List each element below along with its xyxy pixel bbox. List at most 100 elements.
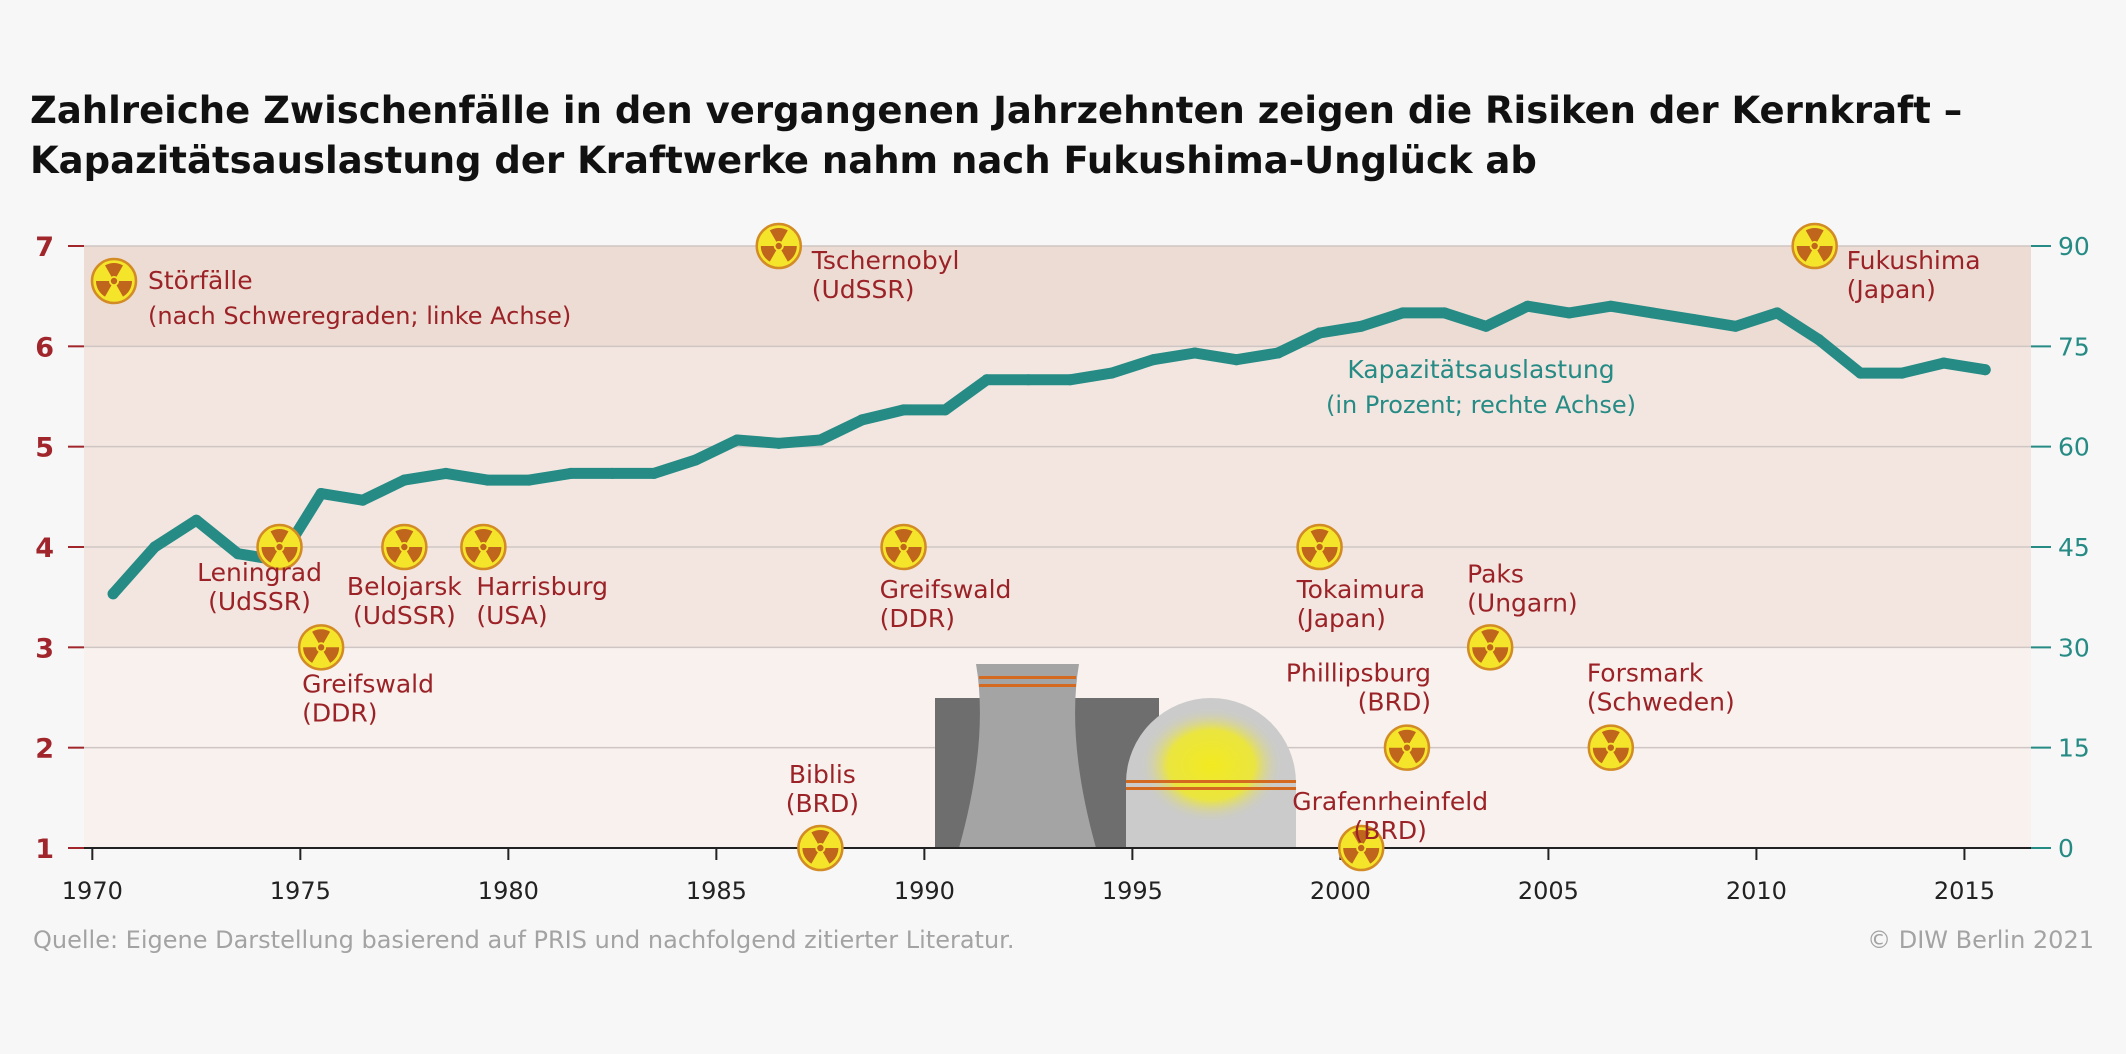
radiation-icon [297,624,345,671]
incident-label: Harrisburg [476,572,608,601]
capacity-point [1522,300,1534,312]
radiation-icon [1466,624,1514,671]
radiation-icon-center [317,644,325,651]
capacity-point [1064,374,1076,386]
capacity-point [1272,347,1284,359]
severity-band [84,246,2031,347]
radiation-icon-blade [1352,829,1371,844]
capacity-point [1230,354,1242,366]
capacity-series [107,300,1991,600]
radiation-icon [1383,724,1431,771]
radiation-icon [755,222,803,270]
x-axis-tick-label: 2010 [1726,877,1787,905]
incidents-legend-title: Störfälle [148,266,253,295]
radiation-icon-blade [1363,848,1380,864]
capacity-point [1979,364,1991,376]
radiation-icon-blade [1389,747,1405,764]
capacity-legend-subtitle: (in Prozent; rechte Achse) [1326,391,1636,419]
incident-label: (BRD) [1358,688,1431,717]
incident-label: (Ungarn) [1467,588,1578,617]
capacity-point [1771,307,1783,319]
radiation-icon-blade [116,281,132,297]
incident-label: Tokaimura [1296,575,1425,604]
radiation-icon-blade [1601,729,1620,744]
capacity-point [107,588,119,600]
radiation-icon-center [480,543,487,551]
cooling-tower-stripe [979,684,1076,687]
incident-label: Grafenrheinfeld [1292,787,1488,816]
radiation-icon-blade [811,829,830,844]
capacity-point [898,404,910,416]
capacity-point [648,467,660,479]
left-axis-tick-label: 3 [35,633,54,664]
incident-label: (Japan) [1297,604,1386,633]
capacity-point [814,434,826,446]
radiation-icon-center [1607,744,1615,751]
capacity-legend-title: Kapazitätsauslastung [1347,355,1614,384]
radiation-icon-center [817,844,824,852]
capacity-point [1355,320,1367,332]
capacity-point [773,437,785,449]
right-axis-tick-label: 60 [2058,433,2090,462]
incident-label: (Japan) [1847,275,1936,304]
capacity-point [606,467,618,479]
x-axis-tick-label: 2005 [1518,877,1579,905]
right-axis-tick-label: 90 [2058,232,2090,261]
radiation-icon [90,257,138,305]
radiation-icon-blade [485,547,502,563]
radiation-icon-center [1403,744,1411,751]
capacity-point [482,474,494,486]
radiation-icon-blade [465,547,481,563]
capacity-point [1397,307,1409,319]
radiation-icon-blade [906,547,922,563]
radiation-icon [880,523,927,571]
reactor-stripe [1126,787,1296,790]
radiation-icon-blade [1310,528,1329,543]
incident-label: Paks [1467,559,1524,588]
left-axis-tick-label: 6 [35,332,54,363]
x-axis-tick-label: 1985 [686,877,747,905]
radiation-icon-blade [323,647,340,663]
incidents-legend-subtitle: (nach Schweregraden; linke Achse) [148,302,571,330]
radiation-icon-center [1357,844,1365,852]
capacity-point [315,487,327,499]
capacity-point [1854,367,1866,379]
radiation-icon-blade [386,547,402,563]
radiation-icon-blade [1492,647,1509,663]
capacity-point [398,474,410,486]
capacity-point [1189,347,1201,359]
power-plant-illustration [935,664,1296,848]
right-axis-tick-label: 45 [2058,533,2090,562]
capacity-point [1022,374,1034,386]
radiation-icon-blade [885,547,902,563]
radiation-icon [1791,222,1838,270]
radiation-icon-blade [1343,848,1359,864]
capacity-point [149,541,161,553]
radiation-icon-blade [282,547,298,563]
radiation-icon-blade [95,281,112,297]
capacity-point [1938,357,1950,369]
radiation-icon-blade [1817,246,1833,262]
radiation-icon [1587,724,1635,771]
capacity-point [939,404,951,416]
radiation-icon [460,523,507,571]
radiation-icon-blade [312,629,331,643]
incident-label: (BRD) [786,789,859,818]
capacity-point [357,494,369,506]
radiation-icon-blade [1481,629,1500,643]
incident-markers: Leningrad(UdSSR)Greifswald(DDR)Belojarsk… [197,222,1981,872]
radiation-icon-blade [1805,227,1824,242]
capacity-point [1646,307,1658,319]
x-axis-tick-label: 2000 [1310,877,1371,905]
radiation-icon-blade [822,848,839,864]
left-axis-tick-label: 1 [35,834,54,865]
capacity-point [1480,320,1492,332]
radiation-icon-blade [1592,747,1609,764]
incident-label: Fukushima [1847,246,1981,275]
copyright-note: © DIW Berlin 2021 [1867,926,2094,954]
capacity-point [440,467,452,479]
radiation-icon-center [1486,644,1494,651]
radiation-icon-center [1316,543,1323,551]
